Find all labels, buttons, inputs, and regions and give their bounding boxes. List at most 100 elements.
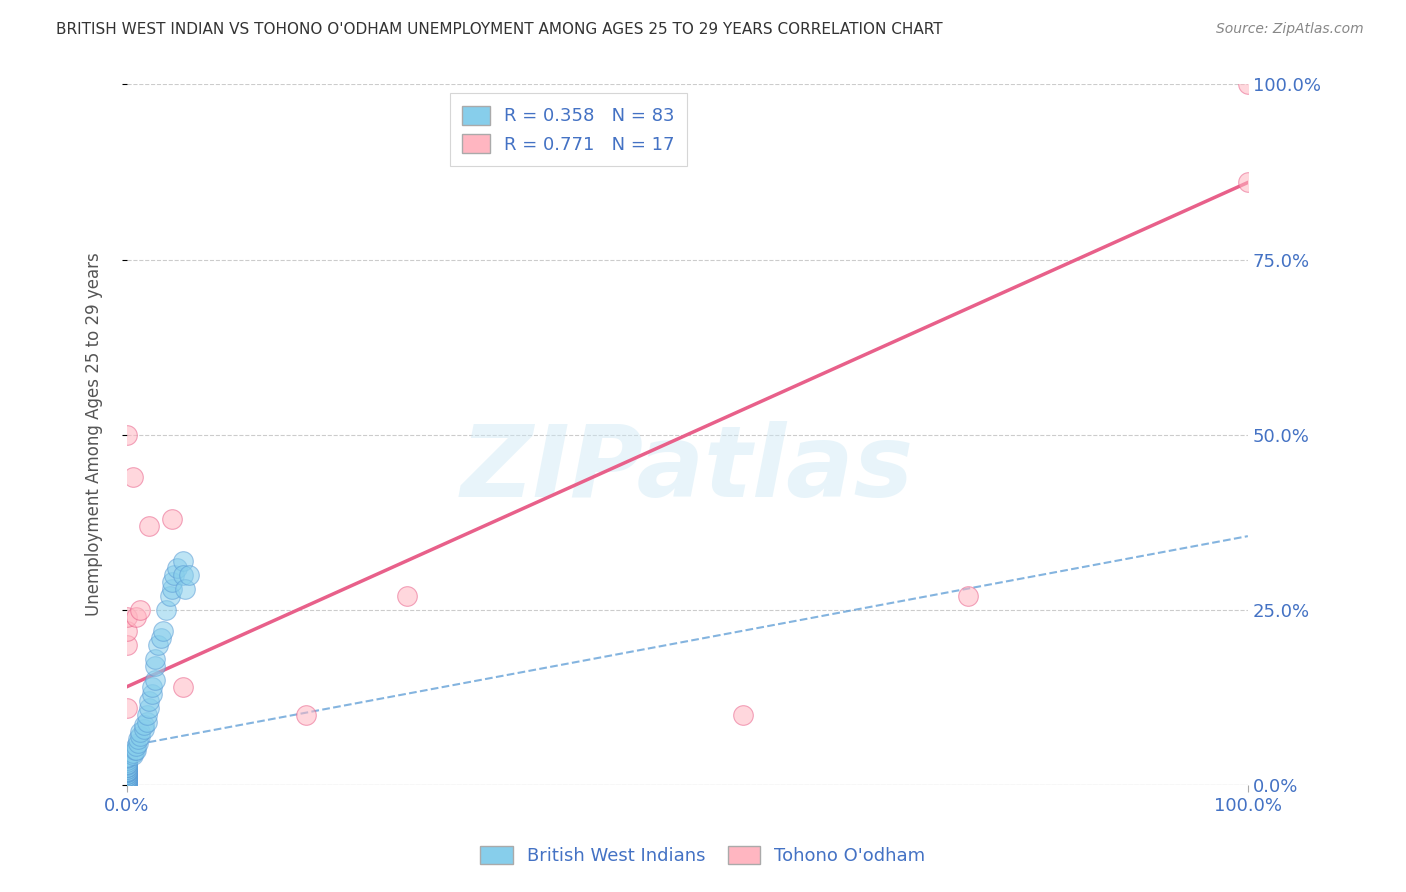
Point [115, 772, 138, 786]
Point [115, 778, 138, 792]
Point [115, 767, 138, 781]
Point [127, 732, 149, 747]
Point [115, 609, 138, 624]
Point [121, 746, 143, 760]
Point [115, 771, 138, 785]
Point [129, 725, 152, 739]
Point [115, 638, 138, 652]
Point [163, 567, 186, 582]
Legend: British West Indians, Tohono O'odham: British West Indians, Tohono O'odham [471, 837, 935, 874]
Point [115, 756, 138, 770]
Point [115, 760, 138, 774]
Point [115, 778, 138, 792]
Point [115, 778, 138, 792]
Point [115, 764, 138, 778]
Legend: R = 0.358   N = 83, R = 0.771   N = 17: R = 0.358 N = 83, R = 0.771 N = 17 [450, 94, 688, 167]
Point [127, 736, 149, 750]
Point [138, 700, 160, 714]
Point [132, 722, 155, 736]
Point [115, 778, 138, 792]
Point [136, 707, 159, 722]
Point [172, 554, 194, 568]
Point [115, 778, 138, 792]
Y-axis label: Unemployment Among Ages 25 to 29 years: Unemployment Among Ages 25 to 29 years [86, 252, 103, 616]
Point [115, 767, 138, 781]
Point [138, 518, 160, 533]
Point [956, 589, 979, 603]
Point [115, 765, 138, 780]
Point [115, 756, 138, 771]
Point [115, 756, 138, 771]
Point [115, 769, 138, 783]
Point [160, 511, 183, 525]
Point [115, 774, 138, 789]
Point [143, 651, 166, 665]
Point [115, 778, 138, 792]
Point [115, 427, 138, 442]
Point [295, 707, 318, 722]
Point [1237, 78, 1260, 92]
Point [115, 749, 138, 764]
Point [115, 762, 138, 776]
Point [121, 748, 143, 763]
Point [141, 687, 163, 701]
Point [129, 729, 152, 743]
Point [138, 694, 160, 708]
Point [166, 560, 188, 574]
Point [115, 749, 138, 764]
Point [1237, 176, 1260, 190]
Point [125, 743, 148, 757]
Point [143, 673, 166, 687]
Point [115, 758, 138, 772]
Point [115, 769, 138, 783]
Point [115, 765, 138, 780]
Point [177, 567, 200, 582]
Point [136, 714, 159, 729]
Text: Source: ZipAtlas.com: Source: ZipAtlas.com [1216, 22, 1364, 37]
Point [115, 764, 138, 778]
Point [160, 574, 183, 589]
Point [129, 602, 152, 616]
Point [115, 778, 138, 792]
Point [172, 680, 194, 694]
Point [115, 771, 138, 785]
Text: ZIPatlas: ZIPatlas [461, 421, 914, 518]
Point [124, 743, 146, 757]
Point [155, 602, 177, 616]
Point [115, 760, 138, 774]
Point [115, 778, 138, 792]
Point [115, 700, 138, 714]
Point [115, 765, 138, 780]
Point [115, 778, 138, 792]
Point [115, 764, 138, 778]
Point [172, 567, 194, 582]
Point [115, 751, 138, 765]
Point [115, 774, 138, 789]
Point [115, 778, 138, 792]
Point [160, 582, 183, 596]
Point [132, 718, 155, 732]
Point [733, 707, 755, 722]
Point [121, 469, 143, 483]
Point [174, 582, 197, 596]
Point [115, 762, 138, 776]
Point [149, 631, 172, 645]
Point [115, 778, 138, 792]
Point [115, 778, 138, 792]
Point [125, 609, 148, 624]
Point [152, 624, 174, 638]
Point [115, 771, 138, 785]
Point [115, 767, 138, 781]
Point [159, 589, 181, 603]
Point [148, 638, 170, 652]
Point [115, 769, 138, 783]
Point [115, 778, 138, 792]
Point [115, 778, 138, 792]
Text: BRITISH WEST INDIAN VS TOHONO O'ODHAM UNEMPLOYMENT AMONG AGES 25 TO 29 YEARS COR: BRITISH WEST INDIAN VS TOHONO O'ODHAM UN… [56, 22, 943, 37]
Point [115, 760, 138, 774]
Point [115, 778, 138, 792]
Point [396, 589, 419, 603]
Point [143, 658, 166, 673]
Point [115, 778, 138, 792]
Point [115, 778, 138, 792]
